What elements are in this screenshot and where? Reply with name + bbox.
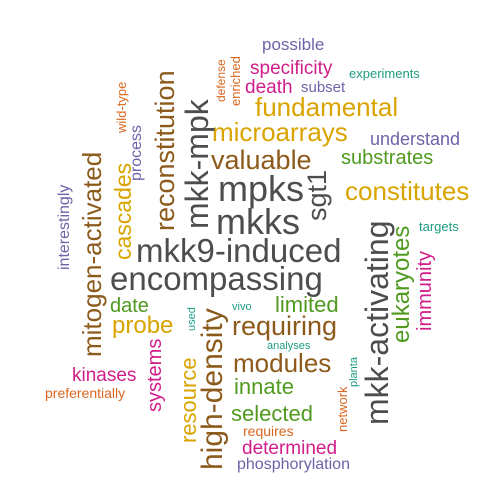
- word-interestingly: interestingly: [56, 184, 73, 270]
- word-death: death: [245, 77, 293, 98]
- word-probe: probe: [112, 312, 174, 339]
- word-network: network: [335, 386, 350, 432]
- word-wild-type: wild-type: [114, 81, 129, 133]
- word-sgt1: sgt1: [302, 169, 332, 221]
- word-microarrays: microarrays: [212, 117, 348, 147]
- word-phosphorylation: phosphorylation: [237, 456, 350, 473]
- word-immunity: immunity: [414, 250, 436, 331]
- word-subset: subset: [301, 79, 346, 96]
- word-mkks: mkks: [216, 201, 300, 242]
- word-encompassing: encompassing: [110, 260, 323, 297]
- word-preferentially: preferentially: [45, 385, 126, 401]
- word-modules: modules: [233, 348, 332, 378]
- word-mitogen-activated: mitogen-activated: [77, 151, 107, 357]
- word-fundamental: fundamental: [255, 92, 399, 122]
- word-substrates: substrates: [341, 147, 434, 169]
- word-mpks: mpks: [218, 168, 305, 209]
- word-determined: determined: [242, 438, 338, 459]
- word-reconstitution: reconstitution: [150, 70, 180, 231]
- word-requiring: requiring: [232, 311, 338, 341]
- word-innate: innate: [234, 374, 294, 399]
- word-mkk9-induced: mkk9-induced: [136, 232, 342, 269]
- word-valuable: valuable: [211, 145, 312, 175]
- word-resource: resource: [176, 357, 201, 443]
- word-limited: limited: [275, 292, 339, 317]
- word-cascades: cascades: [110, 162, 136, 260]
- word-constitutes: constitutes: [345, 176, 470, 206]
- word-analyses: analyses: [267, 340, 311, 352]
- word-mkk-mpk: mkk-mpk: [179, 99, 215, 229]
- word-planta: planta: [348, 357, 360, 387]
- word-defense: defense: [214, 59, 228, 102]
- word-vivo: vivo: [232, 301, 252, 313]
- word-mkk-activating: mkk-activating: [359, 220, 395, 426]
- word-enriched: enriched: [228, 56, 243, 106]
- word-possible: possible: [262, 35, 325, 54]
- word-experiments: experiments: [349, 66, 420, 81]
- word-targets: targets: [419, 219, 459, 234]
- word-date: date: [110, 295, 149, 317]
- word-systems: systems: [144, 338, 166, 412]
- word-high-density: high-density: [196, 308, 229, 470]
- word-requires: requires: [243, 423, 294, 439]
- word-understand: understand: [370, 129, 461, 149]
- word-specificity: specificity: [250, 58, 333, 79]
- word-kinases: kinases: [72, 365, 137, 386]
- word-selected: selected: [231, 401, 313, 426]
